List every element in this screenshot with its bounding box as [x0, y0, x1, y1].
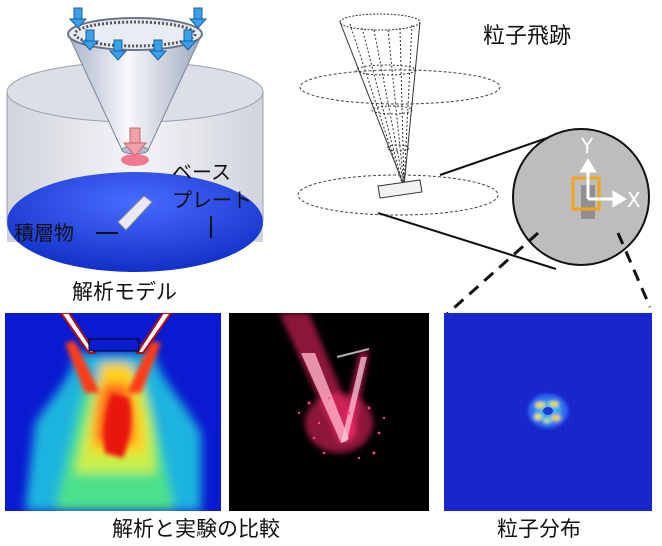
particle-trajectory-diagram — [297, 13, 501, 216]
trajectory-cone — [339, 13, 421, 187]
upper-plane — [299, 69, 501, 105]
comparison-caption: 解析と実験の比較 — [112, 517, 280, 541]
trajectory-title: 粒子飛跡 — [483, 24, 572, 49]
powder-spot — [121, 154, 149, 166]
down-arrow-icon — [68, 7, 208, 61]
base-plate-label-line2: プレート — [172, 188, 252, 212]
simulation-image — [5, 313, 221, 511]
particle-distribution-image — [444, 313, 652, 511]
experiment-image — [229, 313, 429, 511]
analysis-model-diagram — [6, 7, 264, 272]
magnified-view — [377, 128, 652, 317]
analysis-model-caption: 解析モデル — [72, 280, 177, 304]
distribution-caption: 粒子分布 — [497, 517, 581, 541]
lower-plane — [297, 174, 499, 216]
deposit-block — [117, 195, 153, 231]
axis-arrow-icon — [579, 158, 627, 208]
axis-y-label: Y — [581, 134, 594, 158]
highlight-box — [571, 176, 601, 211]
deposit-label: 積層物 — [14, 221, 74, 245]
nozzle-rim — [67, 17, 203, 51]
base-plate — [7, 172, 263, 272]
base-plate-label-line1: ベース — [172, 160, 231, 184]
deposit-outline — [377, 179, 423, 199]
axis-x-label: X — [627, 188, 641, 212]
down-arrow-icon — [122, 127, 148, 157]
